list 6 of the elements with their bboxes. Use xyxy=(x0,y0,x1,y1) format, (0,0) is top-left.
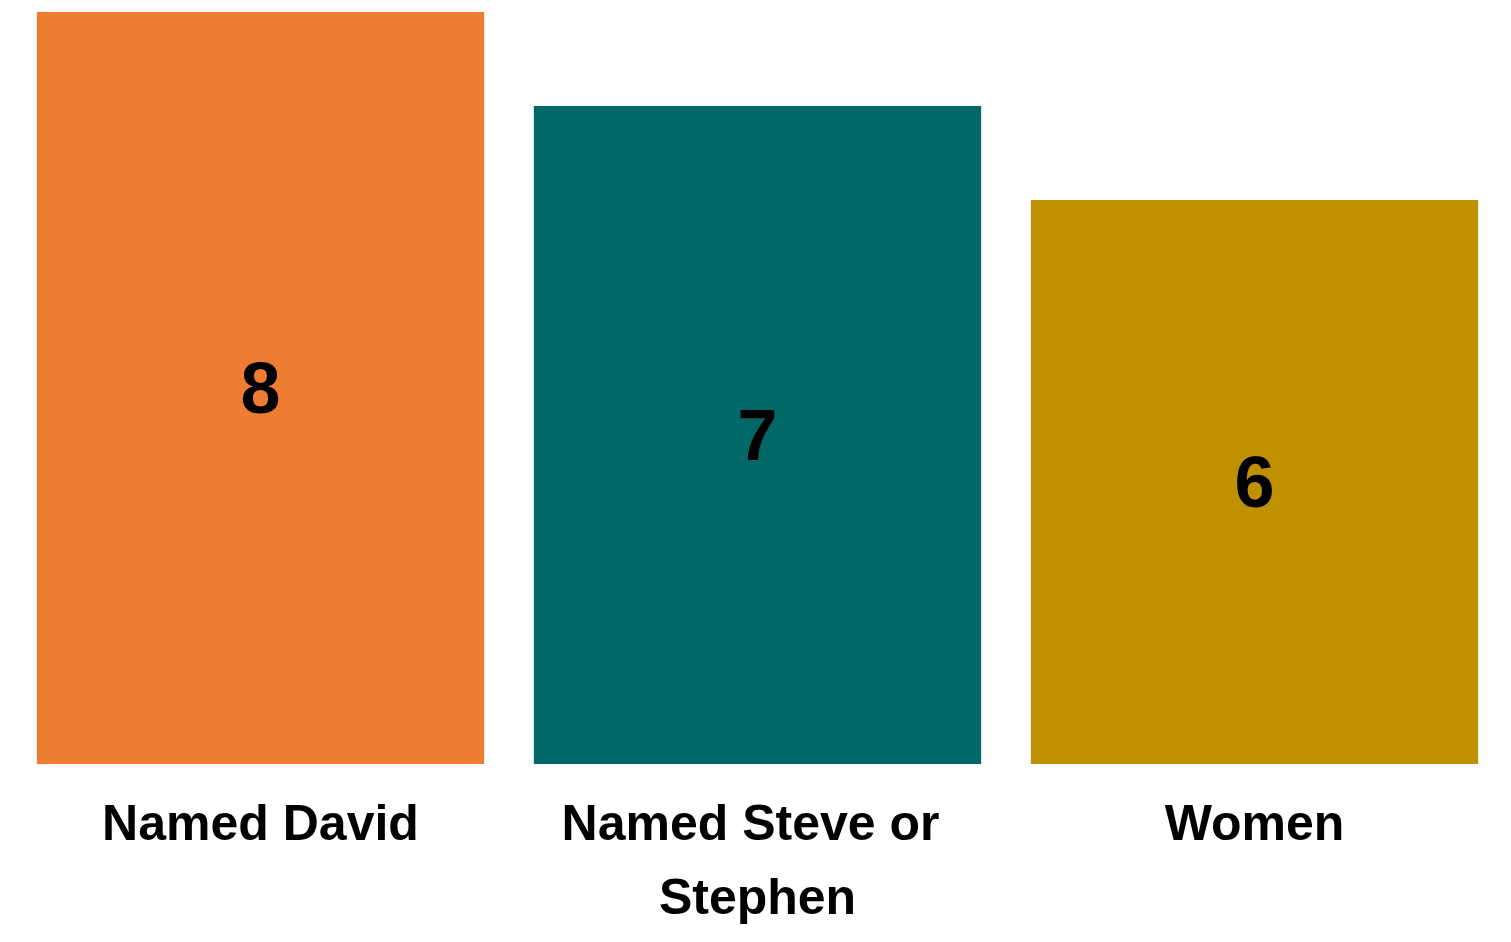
x-tick-label: Women xyxy=(1164,795,1345,851)
data-label: 8 xyxy=(240,348,281,428)
data-label: 7 xyxy=(737,395,778,475)
x-tick-label: Named David xyxy=(102,795,419,851)
data-label: 6 xyxy=(1234,442,1275,522)
x-tick-label: Named Steve or Stephen xyxy=(561,795,954,925)
